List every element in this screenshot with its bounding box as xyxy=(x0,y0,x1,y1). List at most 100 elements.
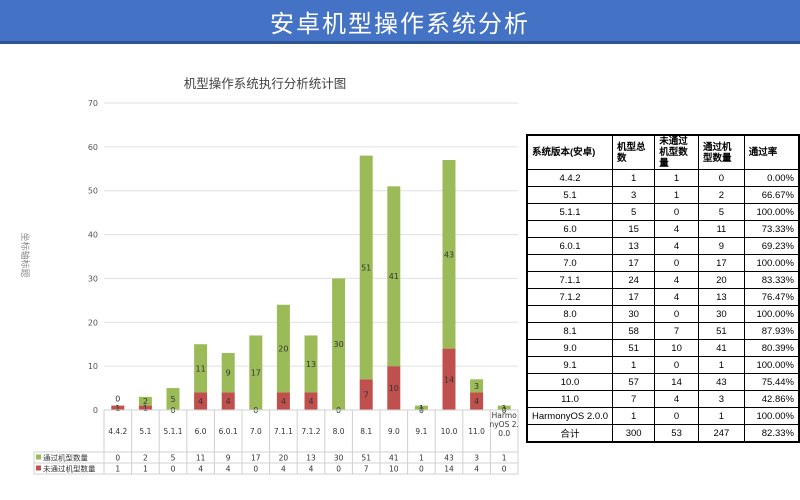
table-cell-value: 1 xyxy=(502,454,507,463)
table-row: 8.1 58 7 51 87.93% xyxy=(526,322,800,340)
bar-pass xyxy=(304,335,318,393)
table-cell: 6.0 xyxy=(526,220,614,238)
legend-swatch xyxy=(36,454,41,460)
table-cell: 8.1 xyxy=(526,322,614,340)
table-cell-value: 20 xyxy=(279,454,289,463)
legend-label: 未通过机型数量 xyxy=(43,464,96,474)
table-cell: 0 xyxy=(654,254,699,272)
table-cell: 100.00% xyxy=(743,356,800,374)
bar-pass xyxy=(497,405,511,410)
x-tick-label: 9.1 xyxy=(415,427,427,436)
bar-fail xyxy=(138,405,152,410)
bar-pass xyxy=(166,388,180,410)
table-cell-value: 4 xyxy=(281,465,286,474)
data-label-fail: 4 xyxy=(226,397,231,406)
table-cell: 5 xyxy=(697,203,745,221)
table-cell: 83.33% xyxy=(743,271,800,289)
data-label-pass: 13 xyxy=(306,360,316,369)
table-cell: 6.0.1 xyxy=(526,237,614,255)
table-cell: 1 xyxy=(654,186,699,204)
table-cell: 1 xyxy=(612,356,656,374)
table-cell: 51 xyxy=(612,339,656,357)
table-cell: 7 xyxy=(612,390,656,408)
x-tick-label: 7.0 xyxy=(250,427,262,436)
y-axis-label: 坐标轴标题 xyxy=(19,232,31,277)
bar-fail xyxy=(194,392,208,410)
table-cell: 69.23% xyxy=(743,237,800,255)
data-label-pass: 3 xyxy=(474,382,479,391)
table-cell-value: 4 xyxy=(226,465,231,474)
data-label-fail: 4 xyxy=(308,397,313,406)
bar-pass xyxy=(138,396,152,406)
x-tick-label: 7.1.1 xyxy=(274,427,293,436)
table-cell: 1 xyxy=(697,407,745,425)
data-table: 系统版本(安卓) 机型总数 未通过机型数量 通过机型数量 通过率 4.4.2 1 1 0 0.0… xyxy=(526,134,800,443)
table-row: 4.4.2 1 1 0 0.00% xyxy=(526,169,800,187)
table-cell: 9 xyxy=(697,237,745,255)
data-label-pass: 51 xyxy=(361,263,371,272)
table-cell: 100.00% xyxy=(743,407,800,425)
table-cell: 0 xyxy=(697,169,745,187)
table-header-cell: 系统版本(安卓) xyxy=(526,134,614,170)
table-cell: 10.0 xyxy=(526,373,614,391)
table-cell: 15 xyxy=(612,220,656,238)
table-cell-value: 1 xyxy=(419,454,424,463)
table-row: 7.1.2 17 4 13 76.47% xyxy=(526,288,800,306)
table-cell: 7.1.2 xyxy=(526,288,614,306)
table-cell: 53 xyxy=(654,424,699,443)
table-cell: 0 xyxy=(654,203,699,221)
bar-fail xyxy=(442,348,456,410)
table-cell: 3 xyxy=(697,390,745,408)
table-row: 5.1 3 1 2 66.67% xyxy=(526,186,800,204)
table-cell: 17 xyxy=(612,254,656,272)
table-cell: 20 xyxy=(697,271,745,289)
data-label-pass: 1 xyxy=(502,404,507,413)
x-tick-label: 6.0.1 xyxy=(219,427,238,436)
table-cell-value: 17 xyxy=(251,454,261,463)
table-cell: 5 xyxy=(612,203,656,221)
table-header-cell: 通过率 xyxy=(743,134,800,170)
table-row: 7.1.1 24 4 20 83.33% xyxy=(526,271,800,289)
table-row: HarmonyOS 2.0.0 1 0 1 100.00% xyxy=(526,407,800,425)
table-cell: 66.67% xyxy=(743,186,800,204)
table-header-row: 系统版本(安卓) 机型总数 未通过机型数量 通过机型数量 通过率 xyxy=(526,134,800,170)
x-tick-label: 9.0 xyxy=(388,427,400,436)
table-row: 5.1.1 5 0 5 100.00% xyxy=(526,203,800,221)
table-cell: 100.00% xyxy=(743,305,800,323)
bar-fail xyxy=(221,392,235,410)
table-header-cell: 通过机型数量 xyxy=(697,134,745,170)
bar-fail xyxy=(111,405,125,410)
table-cell-value: 10 xyxy=(389,465,399,474)
table-cell-value: 0 xyxy=(171,465,176,474)
table-cell: 4 xyxy=(654,237,699,255)
data-label-fail: 1 xyxy=(115,404,120,413)
table-cell: HarmonyOS 2.0.0 xyxy=(526,407,614,425)
data-label-pass: 43 xyxy=(444,250,454,259)
stacked-bar-chart: 机型操作系统执行分析统计图坐标轴标题0102030405060701012054… xyxy=(19,76,519,475)
table-row: 11.0 7 4 3 42.86% xyxy=(526,390,800,408)
bar-pass xyxy=(414,405,428,410)
table-cell: 13 xyxy=(612,237,656,255)
table-cell-value: 43 xyxy=(444,454,454,463)
table-cell: 51 xyxy=(697,322,745,340)
data-label-fail: 1 xyxy=(143,404,148,413)
y-tick-label: 30 xyxy=(88,274,98,283)
table-cell: 7.1.1 xyxy=(526,271,614,289)
data-label-fail: 10 xyxy=(389,384,399,393)
table-total-row: 合计 300 53 247 82.33% xyxy=(526,424,800,443)
table-cell-value: 30 xyxy=(334,454,344,463)
table-cell-value: 51 xyxy=(361,454,371,463)
table-cell: 87.93% xyxy=(743,322,800,340)
table-cell: 43 xyxy=(697,373,745,391)
legend-swatch xyxy=(36,465,41,471)
y-tick-label: 60 xyxy=(88,143,98,152)
data-label-pass: 0 xyxy=(115,395,120,404)
table-cell: 0 xyxy=(654,356,699,374)
table-cell: 82.33% xyxy=(743,424,800,443)
table-cell-value: 0 xyxy=(502,465,507,474)
table-row: 6.0.1 13 4 9 69.23% xyxy=(526,237,800,255)
header-banner: 安卓机型操作系统分析 xyxy=(0,0,800,44)
chart-title: 机型操作系统执行分析统计图 xyxy=(184,76,347,91)
table-row: 10.0 57 14 43 75.44% xyxy=(526,373,800,391)
table-cell: 24 xyxy=(612,271,656,289)
